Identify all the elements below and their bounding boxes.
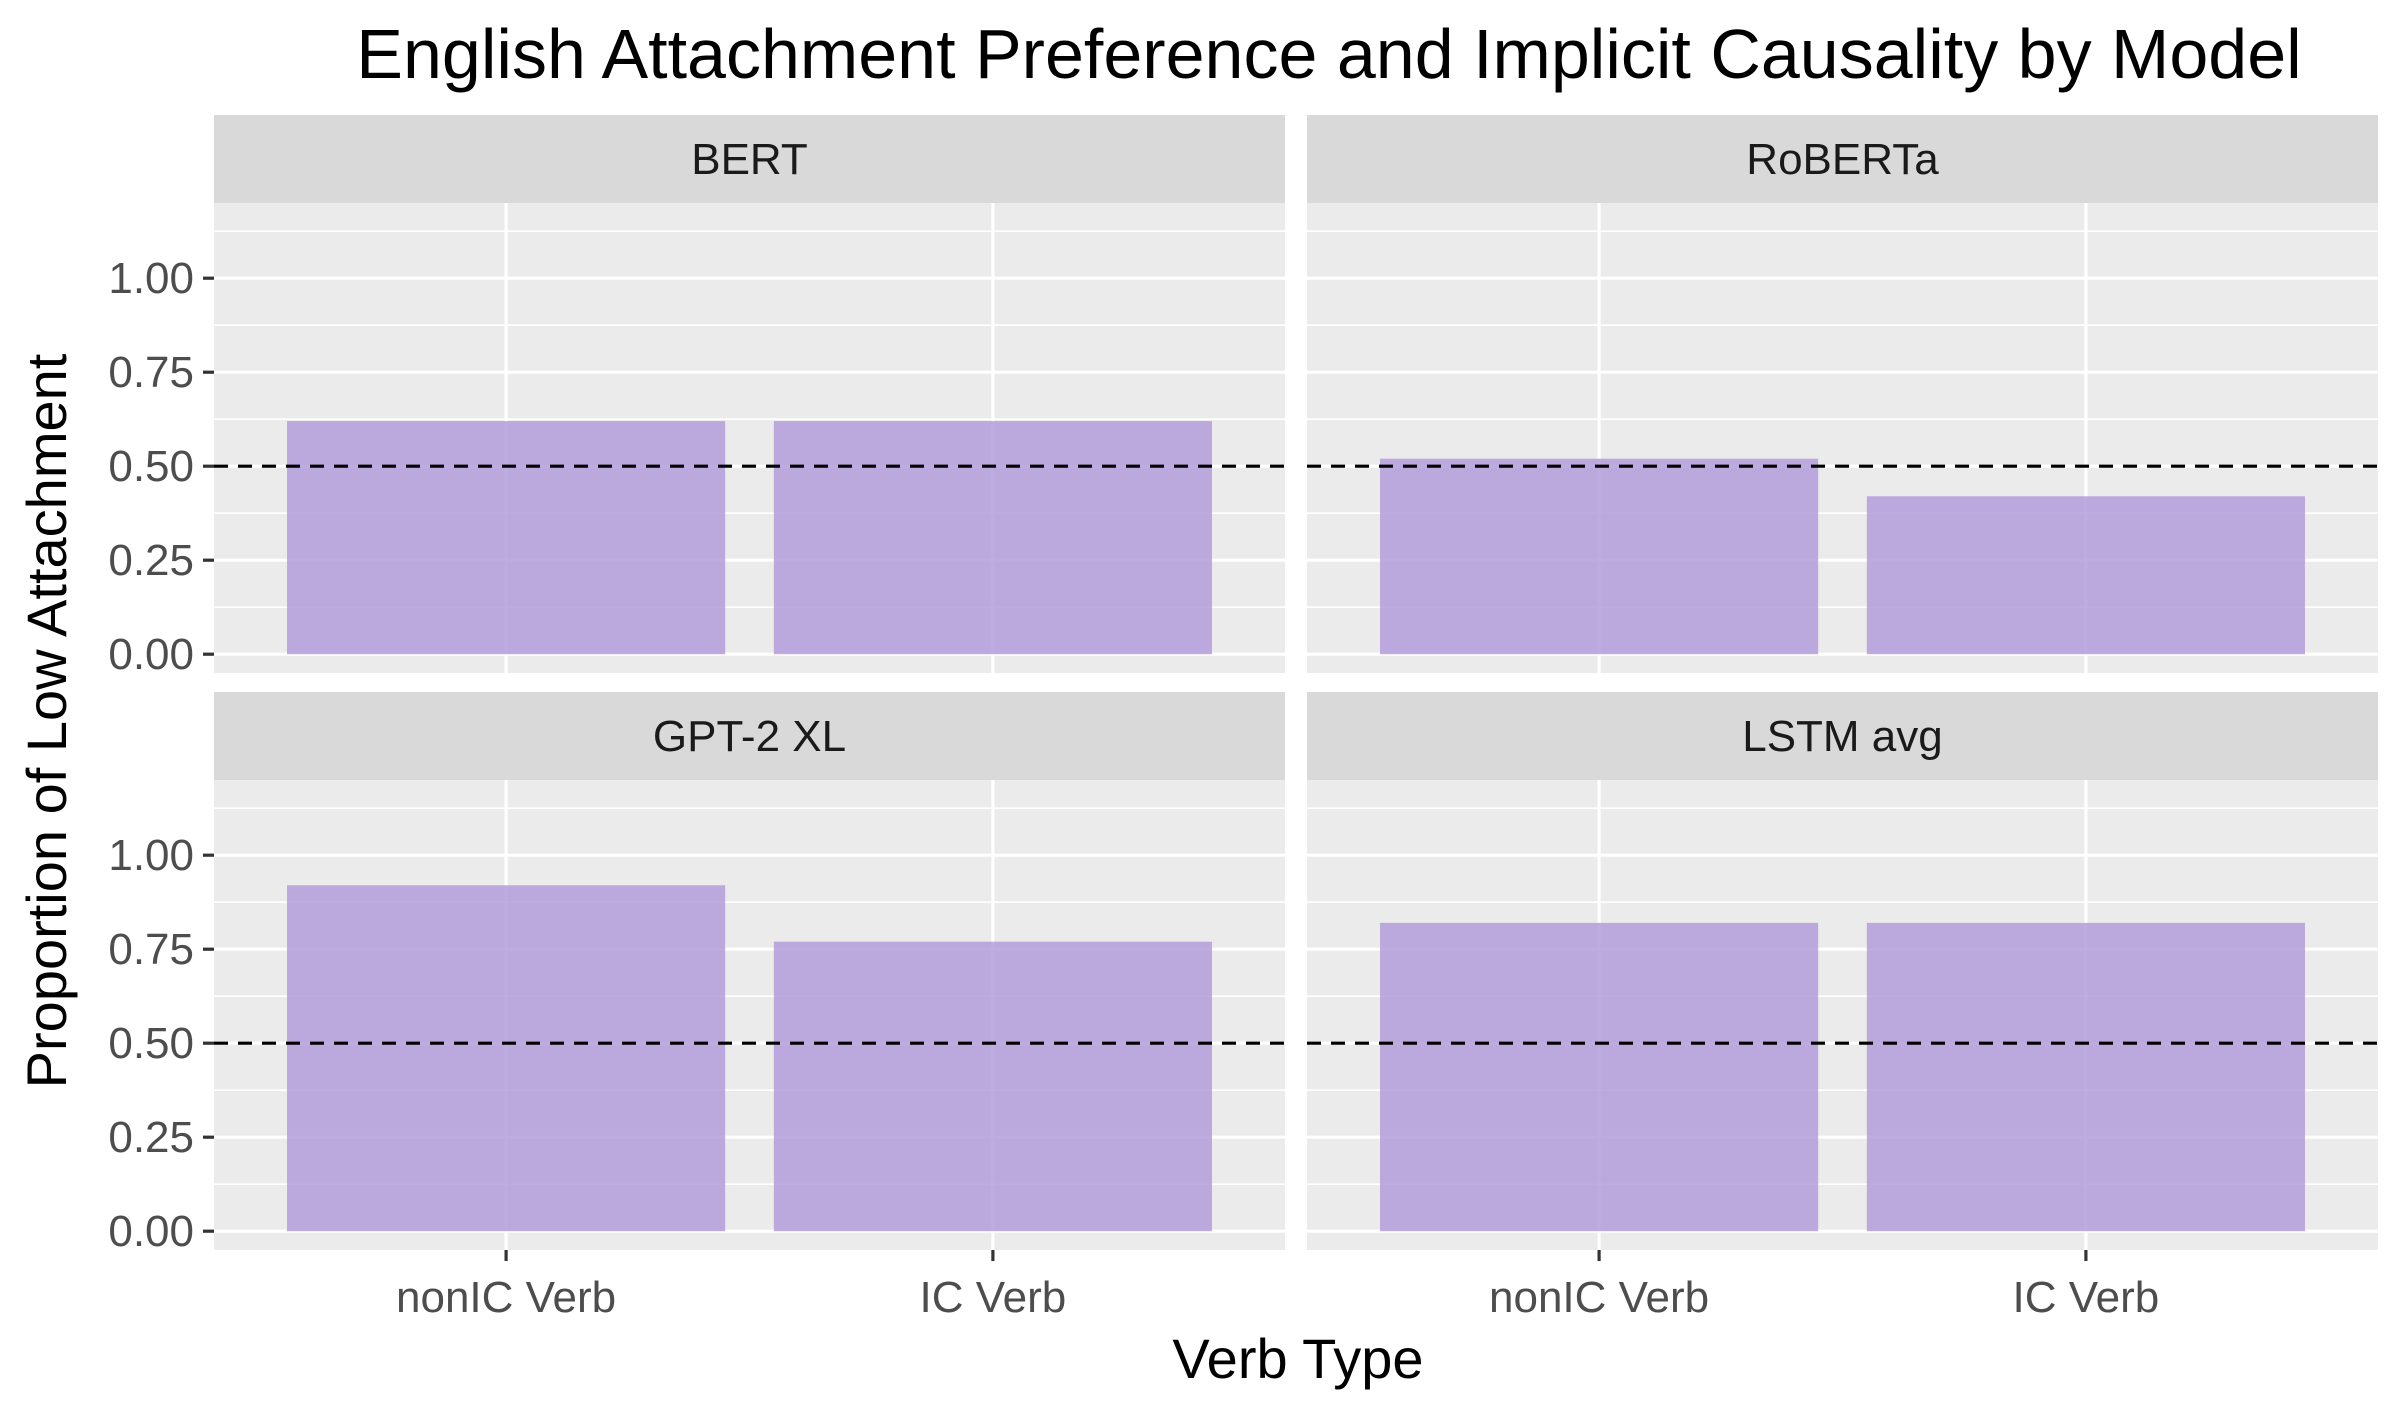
- x-tick-label: nonIC Verb: [396, 1273, 616, 1322]
- y-tick-label: 0.25: [108, 1113, 194, 1162]
- y-tick-label: 0.75: [108, 925, 194, 974]
- facet-gpt-2-xl: GPT-2 XL 0.00 0.25 0.50 0.75 1.00 nonIC Verb IC…: [108, 692, 1285, 1322]
- facet-strip: [214, 115, 1285, 203]
- y-tick-label: 1.00: [108, 254, 194, 303]
- y-tick-label: 0.75: [108, 348, 194, 397]
- facet-strip: [214, 692, 1285, 780]
- facet-label: GPT-2 XL: [653, 712, 846, 761]
- bar: [1866, 496, 2305, 655]
- y-tick-label: 0.50: [108, 442, 194, 491]
- y-tick-label: 0.00: [108, 630, 194, 679]
- facet-strip: [1307, 115, 2378, 203]
- chart-title: English Attachment Preference and Implic…: [356, 15, 2301, 93]
- y-axis-title: Proportion of Low Attachment: [15, 353, 78, 1088]
- facet-strip: [1307, 692, 2378, 780]
- bar: [287, 885, 726, 1232]
- y-tick-label: 0.25: [108, 536, 194, 585]
- bar: [1380, 922, 1819, 1232]
- facet-lstm-avg: LSTM avg nonIC Verb IC Verb: [1307, 692, 2378, 1322]
- facet-label: BERT: [691, 135, 808, 184]
- x-tick-label: nonIC Verb: [1489, 1273, 1709, 1322]
- facet-roberta: RoBERTa: [1307, 115, 2378, 673]
- y-tick-label: 0.00: [108, 1207, 194, 1256]
- facet-label: LSTM avg: [1742, 712, 1943, 761]
- bar: [773, 421, 1212, 655]
- x-tick-label: IC Verb: [2013, 1273, 2160, 1322]
- y-tick-label: 0.50: [108, 1019, 194, 1068]
- bar: [773, 941, 1212, 1232]
- x-tick-label: IC Verb: [920, 1273, 1067, 1322]
- facet-label: RoBERTa: [1746, 135, 1939, 184]
- facet-bert: BERT 0.00 0.25 0.50 0.75 1.00: [108, 115, 1285, 679]
- bar: [287, 421, 726, 655]
- facet-panels: BERT 0.00 0.25 0.50 0.75 1.00 RoBERTa GPT-2 XL 0…: [108, 115, 2378, 1322]
- x-axis-title: Verb Type: [1172, 1327, 1423, 1390]
- bar: [1866, 922, 2305, 1232]
- y-tick-label: 1.00: [108, 831, 194, 880]
- bar: [1380, 458, 1819, 655]
